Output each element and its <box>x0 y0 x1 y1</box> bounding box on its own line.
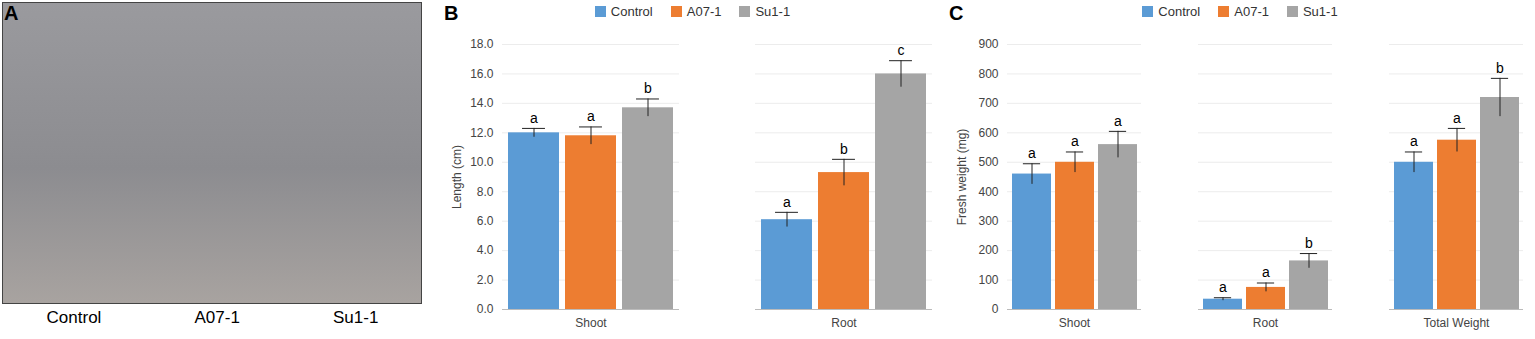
svg-text:10.0: 10.0 <box>470 155 494 169</box>
html-text:A07-1: A07-1 <box>686 3 722 19</box>
svg-text:700: 700 <box>978 96 998 110</box>
svg-text:12.0: 12.0 <box>470 126 494 140</box>
svg-text:a: a <box>1262 264 1270 280</box>
svg-text:a: a <box>1410 133 1418 149</box>
svg-text:200: 200 <box>978 243 998 257</box>
svg-text:16.0: 16.0 <box>470 67 494 81</box>
svg-text:2.0: 2.0 <box>477 273 494 287</box>
svg-text:8.0: 8.0 <box>477 185 494 199</box>
svg-text:300: 300 <box>978 214 998 228</box>
svg-text:0.0: 0.0 <box>477 302 494 316</box>
svg-text:a: a <box>1219 279 1227 295</box>
html-text:Control: Control <box>610 3 653 19</box>
svg-text:500: 500 <box>978 155 998 169</box>
svg-text:Shoot: Shoot <box>1059 316 1091 330</box>
html-text:A07-1: A07-1 <box>1234 3 1269 19</box>
svg-text:4.0: 4.0 <box>477 243 494 257</box>
svg-text:18.0: 18.0 <box>470 37 494 51</box>
html-text:Su1-1: Su1-1 <box>333 308 379 327</box>
svg-text:a: a <box>1114 113 1122 129</box>
svg-text:c: c <box>898 42 905 58</box>
svg-text:14.0: 14.0 <box>470 96 494 110</box>
html-text:Control: Control <box>1158 3 1201 19</box>
svg-text:800: 800 <box>978 67 998 81</box>
html-text:Control: Control <box>46 308 102 327</box>
svg-text:600: 600 <box>978 126 998 140</box>
svg-text:a: a <box>530 110 538 126</box>
svg-text:a: a <box>1028 145 1036 161</box>
html-text:C: C <box>949 2 964 24</box>
svg-text:a: a <box>783 194 791 210</box>
svg-text:b: b <box>1305 235 1313 251</box>
html-text:Su1-1: Su1-1 <box>1303 3 1338 19</box>
html-text:B: B <box>444 2 459 24</box>
svg-text:0: 0 <box>992 302 999 316</box>
svg-text:b: b <box>644 80 652 96</box>
svg-text:Length (cm): Length (cm) <box>450 145 464 209</box>
html-text:Su1-1: Su1-1 <box>755 3 791 19</box>
html-text:A: A <box>4 2 19 24</box>
svg-text:Total Weight: Total Weight <box>1424 316 1490 330</box>
svg-text:Shoot: Shoot <box>575 316 607 330</box>
svg-text:6.0: 6.0 <box>477 214 494 228</box>
html-text:A07-1: A07-1 <box>194 308 240 327</box>
svg-text:a: a <box>1453 110 1461 126</box>
svg-text:400: 400 <box>978 185 998 199</box>
svg-text:a: a <box>587 108 595 124</box>
svg-text:100: 100 <box>978 273 998 287</box>
svg-text:a: a <box>1071 133 1079 149</box>
svg-text:b: b <box>840 141 848 157</box>
svg-text:b: b <box>1496 60 1504 76</box>
svg-text:900: 900 <box>978 37 998 51</box>
svg-text:Root: Root <box>1253 316 1279 330</box>
svg-text:Root: Root <box>831 316 857 330</box>
svg-text:Fresh weight (mg): Fresh weight (mg) <box>955 129 969 226</box>
